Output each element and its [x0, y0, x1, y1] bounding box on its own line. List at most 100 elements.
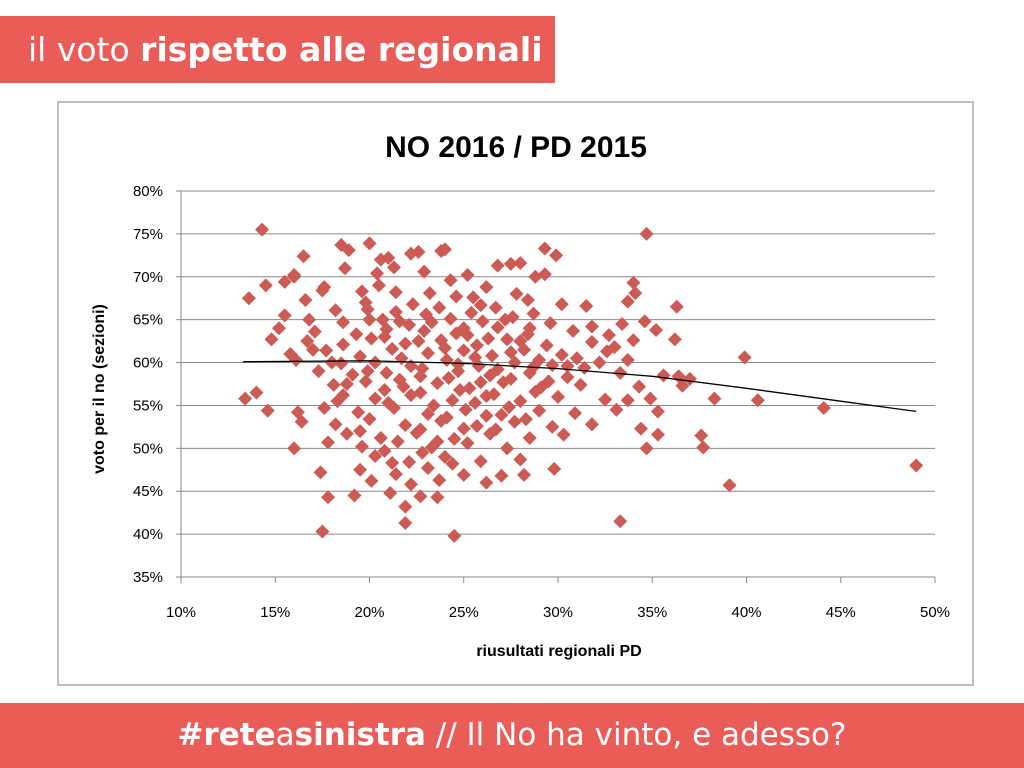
data-point [392, 314, 407, 329]
footer-banner: #reteasinistra // Il No ha vinto, e ades… [0, 703, 1024, 768]
data-point [451, 357, 466, 372]
data-point [566, 323, 581, 338]
data-point [362, 412, 377, 427]
data-point [371, 278, 386, 293]
data-point [517, 467, 532, 482]
trendline-layer [243, 360, 917, 413]
data-point [503, 371, 518, 386]
data-point [560, 370, 575, 385]
data-point [375, 312, 390, 327]
data-point [415, 445, 430, 460]
data-point [326, 377, 341, 392]
data-point [613, 514, 628, 529]
data-point [490, 320, 505, 335]
y-tick-label: 35% [133, 569, 163, 586]
x-tick-label: 50% [920, 604, 950, 621]
data-point [260, 403, 275, 418]
gridlines [181, 190, 935, 578]
data-point [351, 405, 366, 420]
data-point [432, 473, 447, 488]
data-point [300, 334, 315, 349]
data-point [628, 286, 643, 301]
data-point [675, 378, 690, 393]
y-tick-label: 55% [133, 397, 163, 414]
data-point [503, 256, 518, 271]
chart-frame: NO 2016 / PD 2015 35% 40% 45% 50% 55% 60% 65% 7… [57, 101, 974, 686]
data-point [518, 412, 533, 427]
data-point [290, 405, 305, 420]
data-point [567, 406, 582, 421]
axes: 35% 40% 45% 50% 55% 60% 65% 70% 75% 80% 10% 15% 20% 2… [133, 183, 950, 621]
data-point [598, 392, 613, 407]
data-point [330, 394, 345, 409]
data-point [347, 488, 362, 503]
data-point [462, 381, 477, 396]
data-point [707, 391, 722, 406]
data-point [643, 391, 658, 406]
data-point [258, 278, 273, 293]
data-point [615, 316, 630, 331]
data-point [287, 441, 302, 456]
data-point [370, 266, 385, 281]
data-point [494, 468, 509, 483]
data-point [328, 303, 343, 318]
data-point [479, 408, 494, 423]
data-point [626, 275, 641, 290]
data-point [420, 346, 435, 361]
data-point [464, 305, 479, 320]
data-point [522, 431, 537, 446]
data-point [341, 243, 356, 258]
data-point [445, 393, 460, 408]
data-point [549, 248, 564, 263]
data-points [238, 222, 924, 543]
data-point [554, 297, 569, 312]
data-point [669, 299, 684, 314]
x-tick-label: 45% [826, 604, 856, 621]
y-tick-label: 40% [133, 526, 163, 543]
data-point [560, 358, 575, 373]
data-point [321, 490, 336, 505]
data-point [545, 419, 560, 434]
data-point [584, 417, 599, 432]
y-tick-label: 65% [133, 312, 163, 329]
data-point [498, 312, 513, 327]
data-point [569, 351, 584, 366]
data-point [545, 358, 560, 373]
x-tick-label: 20% [354, 604, 384, 621]
data-point [373, 252, 388, 267]
data-point [479, 280, 494, 295]
data-point [479, 475, 494, 490]
data-point [288, 352, 303, 367]
data-point [264, 332, 279, 347]
chart-title: NO 2016 / PD 2015 [385, 131, 647, 164]
data-point [439, 410, 454, 425]
y-tick-label: 60% [133, 355, 163, 372]
data-point [481, 331, 496, 346]
data-point [649, 322, 664, 337]
data-point [507, 414, 522, 429]
slide-title-bold: rispetto alle regionali [140, 30, 543, 69]
data-point [373, 431, 388, 446]
data-point [307, 324, 322, 339]
data-point [419, 307, 434, 322]
data-point [632, 379, 647, 394]
data-point [488, 422, 503, 437]
data-point [349, 327, 364, 342]
data-point [383, 485, 398, 500]
data-point [368, 449, 383, 464]
data-point [422, 286, 437, 301]
data-point [473, 375, 488, 390]
data-point [381, 250, 396, 265]
data-point [272, 321, 287, 336]
data-point [501, 400, 516, 415]
hashtag-a: a [275, 717, 295, 753]
data-point [241, 291, 256, 306]
data-point [633, 421, 648, 436]
data-point [522, 321, 537, 336]
data-point [315, 524, 330, 539]
data-point [368, 355, 383, 370]
data-point [411, 244, 426, 259]
x-tick-label: 10% [166, 604, 196, 621]
data-point [584, 319, 599, 334]
data-point [468, 395, 483, 410]
